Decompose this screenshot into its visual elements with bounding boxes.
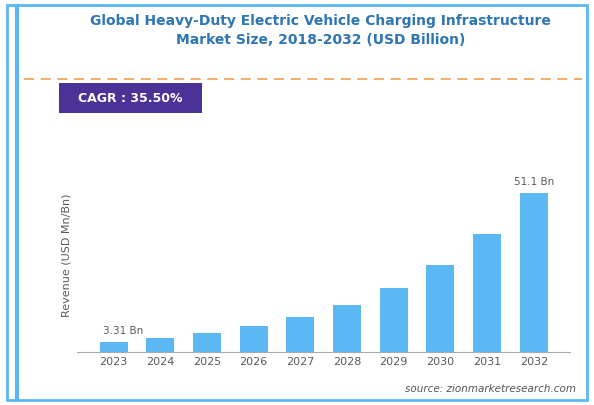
Bar <box>473 234 501 352</box>
Text: 51.1 Bn: 51.1 Bn <box>514 177 554 188</box>
Y-axis label: Revenue (USD Mn/Bn): Revenue (USD Mn/Bn) <box>62 194 72 317</box>
Bar <box>333 305 361 352</box>
Bar <box>193 333 221 352</box>
Text: Global Heavy-Duty Electric Vehicle Charging Infrastructure
Market Size, 2018-203: Global Heavy-Duty Electric Vehicle Charg… <box>90 14 551 47</box>
Text: CAGR : 35.50%: CAGR : 35.50% <box>78 92 183 105</box>
Bar <box>146 338 174 352</box>
Bar <box>286 318 314 352</box>
Text: 3.31 Bn: 3.31 Bn <box>103 326 143 337</box>
Bar <box>426 265 454 352</box>
Bar <box>380 288 407 352</box>
Text: source: zionmarketresearch.com: source: zionmarketresearch.com <box>405 384 576 394</box>
Bar <box>240 326 268 352</box>
Bar <box>520 193 548 352</box>
Bar <box>100 342 128 352</box>
